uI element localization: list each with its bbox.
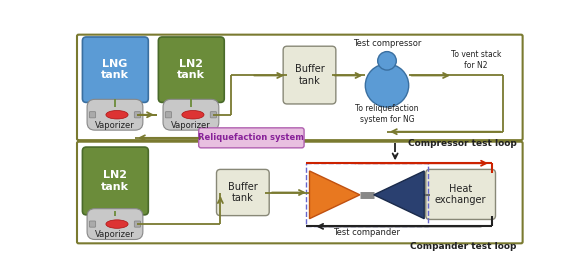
FancyBboxPatch shape — [87, 209, 143, 240]
Text: LNG
tank: LNG tank — [101, 59, 129, 80]
Ellipse shape — [106, 220, 128, 228]
Ellipse shape — [182, 110, 204, 119]
FancyBboxPatch shape — [135, 221, 140, 227]
Text: Buffer
tank: Buffer tank — [295, 64, 324, 86]
Text: To vent stack
for N2: To vent stack for N2 — [451, 50, 501, 70]
Text: Vaporizer: Vaporizer — [171, 121, 211, 130]
FancyBboxPatch shape — [135, 112, 140, 118]
FancyBboxPatch shape — [82, 37, 149, 102]
Polygon shape — [309, 171, 360, 219]
Text: Vaporizer: Vaporizer — [95, 121, 135, 130]
FancyBboxPatch shape — [90, 112, 95, 118]
Polygon shape — [374, 171, 424, 219]
FancyBboxPatch shape — [82, 147, 149, 215]
FancyBboxPatch shape — [163, 99, 219, 130]
Ellipse shape — [106, 110, 128, 119]
Text: Buffer
tank: Buffer tank — [228, 182, 258, 203]
Text: Reliquefaction system: Reliquefaction system — [198, 133, 304, 142]
Text: Test compressor: Test compressor — [353, 39, 421, 48]
Text: Compander test loop: Compander test loop — [410, 242, 517, 251]
FancyBboxPatch shape — [216, 169, 269, 216]
FancyBboxPatch shape — [199, 128, 304, 148]
Text: Vaporizer: Vaporizer — [95, 230, 135, 239]
FancyBboxPatch shape — [283, 46, 336, 104]
Circle shape — [365, 64, 409, 107]
FancyBboxPatch shape — [210, 112, 216, 118]
FancyBboxPatch shape — [87, 99, 143, 130]
FancyBboxPatch shape — [90, 221, 95, 227]
Text: LN2
tank: LN2 tank — [177, 59, 205, 80]
FancyBboxPatch shape — [159, 37, 224, 102]
FancyBboxPatch shape — [166, 112, 171, 118]
Text: To reliquefaction
system for NG: To reliquefaction system for NG — [355, 104, 419, 124]
Circle shape — [378, 52, 396, 70]
Text: LN2
tank: LN2 tank — [101, 170, 129, 192]
FancyBboxPatch shape — [426, 169, 495, 219]
Text: Compressor test loop: Compressor test loop — [408, 139, 517, 148]
Text: Heat
exchanger: Heat exchanger — [435, 184, 486, 205]
Text: Test compander: Test compander — [333, 228, 400, 237]
